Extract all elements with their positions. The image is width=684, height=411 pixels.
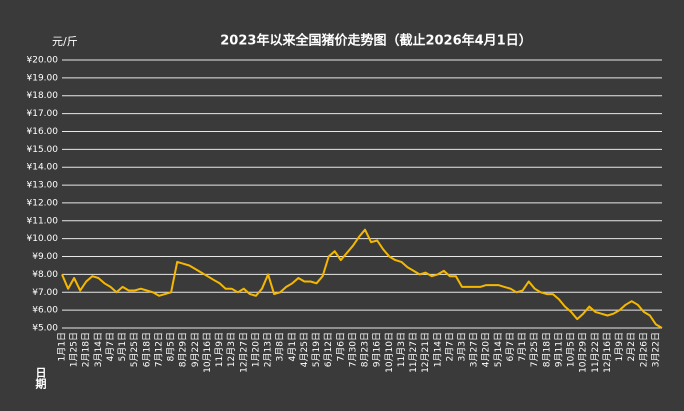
x-tick-label: 1月9日	[614, 332, 625, 361]
x-tick-label: 9月11日	[553, 332, 564, 367]
x-tick-label: 5月25日	[129, 332, 140, 367]
x-axis-label: 日期	[34, 367, 47, 390]
x-tick-label: 2月2日	[626, 332, 637, 361]
y-tick-label: ¥10.00	[27, 234, 59, 244]
x-tick-label: 6月18日	[141, 332, 152, 367]
x-tick-label: 3月27日	[469, 332, 480, 367]
x-tick-label: 7月30日	[347, 332, 358, 367]
x-tick-label: 5月1日	[117, 332, 128, 361]
x-tick-label: 1月14日	[432, 332, 443, 367]
x-tick-label: 8月18日	[541, 332, 552, 367]
x-tick-label: 5月14日	[493, 332, 504, 367]
x-tick-label: 3月22日	[650, 332, 661, 367]
x-tick-label: 11月3日	[396, 332, 407, 367]
x-tick-label: 7月1日	[517, 332, 528, 361]
x-tick-label: 10月16日	[202, 332, 213, 373]
x-tick-label: 11月27日	[408, 332, 419, 373]
y-tick-label: ¥18.00	[27, 91, 59, 101]
price-line	[61, 228, 663, 329]
y-tick-label: ¥6.00	[32, 306, 58, 316]
y-tick-label: ¥11.00	[27, 216, 59, 226]
x-tick-label: 1月1日	[57, 332, 68, 361]
x-tick-label: 3月3日	[457, 332, 468, 361]
y-axis-label: 元/斤	[52, 35, 78, 48]
y-tick-label: ¥8.00	[32, 270, 58, 280]
x-tick-label: 8月23日	[360, 332, 371, 367]
x-tick-label: 7月25日	[529, 332, 540, 367]
y-tick-label: ¥5.00	[32, 324, 58, 334]
x-tick-label: 11月22日	[590, 332, 601, 373]
x-tick-label: 4月20日	[481, 332, 492, 367]
x-tick-label: 10月5日	[566, 332, 577, 367]
y-tick-label: ¥20.00	[27, 56, 59, 66]
x-tick-label: 4月1日	[287, 332, 298, 361]
x-tick-label: 7月6日	[335, 332, 346, 361]
x-tick-label: 3月8日	[275, 332, 286, 361]
x-tick-label: 11月9日	[214, 332, 225, 367]
x-tick-label: 12月21日	[420, 332, 431, 373]
y-tick-label: ¥15.00	[27, 145, 59, 155]
x-tick-label: 1月25日	[69, 332, 80, 367]
x-tick-label: 3月14日	[93, 332, 104, 367]
x-tick-label: 12月27日	[238, 332, 249, 373]
x-tick-label: 9月22日	[190, 332, 201, 367]
x-tick-label: 4月25日	[299, 332, 310, 367]
y-tick-label: ¥7.00	[32, 288, 58, 298]
x-tick-label: 9月16日	[372, 332, 383, 367]
y-tick-label: ¥19.00	[27, 73, 59, 83]
y-tick-label: ¥12.00	[27, 198, 59, 208]
x-tick-label: 2月26日	[638, 332, 649, 367]
x-tick-label: 12月16日	[602, 332, 613, 373]
chart-title: 2023年以来全国猪价走势图（截止2026年4月1日）	[220, 33, 531, 49]
y-tick-label: ¥13.00	[27, 181, 59, 191]
x-tick-label: 8月29日	[178, 332, 189, 367]
x-tick-label: 1月20日	[250, 332, 261, 367]
x-tick-label: 12月3日	[226, 332, 237, 367]
y-tick-label: ¥16.00	[27, 127, 59, 137]
x-tick-label: 2月13日	[263, 332, 274, 367]
x-tick-label: 10月29日	[578, 332, 589, 373]
x-tick-label: 6月7日	[505, 332, 516, 361]
x-tick-label: 4月7日	[105, 332, 116, 361]
x-tick-label: 5月19日	[311, 332, 322, 367]
x-tick-label: 2月7日	[444, 332, 455, 361]
y-tick-label: ¥9.00	[32, 252, 58, 262]
y-tick-label: ¥17.00	[27, 109, 59, 119]
x-tick-label: 7月12日	[153, 332, 164, 367]
y-tick-label: ¥14.00	[27, 163, 59, 173]
x-tick-label: 2月18日	[81, 332, 92, 367]
x-tick-label: 10月10日	[384, 332, 395, 373]
x-tick-label: 8月5日	[166, 332, 177, 361]
x-tick-label: 6月12日	[323, 332, 334, 367]
